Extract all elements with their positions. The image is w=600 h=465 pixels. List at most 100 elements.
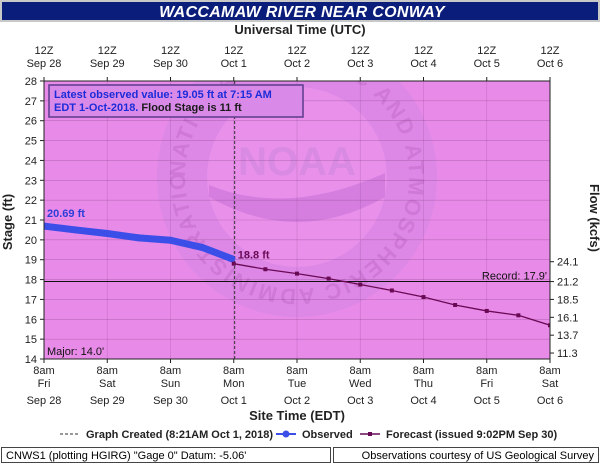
top-tick-hour: 12Z xyxy=(161,45,180,57)
info-line-2-flood: Flood Stage is 11 ft xyxy=(138,102,242,114)
bottom-tick-hour: 8am xyxy=(223,365,244,377)
bottom-tick-day: Mon xyxy=(223,378,244,390)
forecast-point xyxy=(453,302,458,307)
bottom-tick-hour: 8am xyxy=(97,365,118,377)
forecast-point xyxy=(358,282,363,287)
observed-point xyxy=(72,226,80,234)
top-tick-date: Oct 1 xyxy=(221,58,247,70)
top-tick-date: Oct 5 xyxy=(474,58,500,70)
bottom-tick-date: Sep 29 xyxy=(90,395,125,407)
legend: Graph Created (8:21AM Oct 1, 2018) Obser… xyxy=(60,429,558,441)
bottom-tick-date: Oct 5 xyxy=(474,395,500,407)
left-tick-label: 16 xyxy=(25,314,37,326)
data-source-credit: Observations courtesy of US Geological S… xyxy=(333,447,599,463)
top-tick-hour: 12Z xyxy=(224,45,243,57)
plot-frame xyxy=(43,80,551,360)
right-tick-label: 18.5 xyxy=(557,294,578,306)
latest-observation-box: Latest observed value: 19.05 ft at 7:15 … xyxy=(48,84,304,118)
forecast-point xyxy=(484,308,489,313)
noaa-logo-wave xyxy=(209,173,385,222)
grid xyxy=(43,80,551,360)
right-tick-label: 13.7 xyxy=(557,330,578,342)
bottom-tick-day: Wed xyxy=(349,378,371,390)
major-stage-label: Major: 14.0' xyxy=(47,346,104,358)
bottom-tick-hour: 8am xyxy=(286,365,307,377)
bottom-tick-date: Oct 3 xyxy=(347,395,373,407)
legend-observed-marker xyxy=(282,430,290,438)
left-tick-label: 19 xyxy=(25,255,37,267)
bottom-tick-day: Sun xyxy=(161,378,181,390)
left-tick-label: 18 xyxy=(25,275,37,287)
bottom-tick-day: Sat xyxy=(99,378,116,390)
left-tick-label: 17 xyxy=(25,294,37,306)
top-tick-hour: 12Z xyxy=(98,45,117,57)
bottom-tick-date: Oct 6 xyxy=(537,395,563,407)
chart-title: WACCAMAW RIVER NEAR CONWAY xyxy=(159,4,445,21)
top-tick-date: Oct 6 xyxy=(537,58,563,70)
bottom-tick-date: Sep 30 xyxy=(153,395,188,407)
top-tick-hour: 12Z xyxy=(541,45,560,57)
forecast-point xyxy=(580,327,584,331)
legend-forecast-marker xyxy=(368,432,372,436)
datum-info: CNWS1 (plotting HGIRG) "Gage 0" Datum: -… xyxy=(1,447,331,463)
top-axis-title: Universal Time (UTC) xyxy=(234,22,366,37)
hydrograph-chart: NOAANATIONAL OCEANIC AND ATMOSPHERIC ADM… xyxy=(0,45,600,441)
left-tick-label: 24 xyxy=(25,155,37,167)
bottom-tick-hour: 8am xyxy=(413,365,434,377)
bottom-tick-hour: 8am xyxy=(350,365,371,377)
y-left-title: Stage (ft) xyxy=(0,194,15,250)
left-tick-label: 22 xyxy=(25,195,37,207)
forecast-point xyxy=(516,313,521,318)
observed-point xyxy=(44,222,48,230)
top-tick-hour: 12Z xyxy=(35,45,54,57)
observed-point xyxy=(228,255,236,263)
right-tick-label: 16.1 xyxy=(557,312,578,324)
right-tick-label: 24.1 xyxy=(557,257,578,269)
right-tick-label: 21.2 xyxy=(557,277,578,289)
top-tick-hour: 12Z xyxy=(477,45,496,57)
forecast-point xyxy=(548,323,550,328)
observed-point xyxy=(198,243,206,251)
left-tick-label: 21 xyxy=(25,215,37,227)
bottom-tick-day: Tue xyxy=(288,378,307,390)
left-tick-label: 14 xyxy=(25,354,37,366)
left-axis: 14 15 16 17 18 19 20 21 22 23 24 25 26 27 28 xyxy=(25,76,44,366)
top-tick-date: Oct 2 xyxy=(284,58,310,70)
legend-created-label: Graph Created (8:21AM Oct 1, 2018) xyxy=(86,429,273,441)
footer-bar: CNWS1 (plotting HGIRG) "Gage 0" Datum: -… xyxy=(0,447,600,465)
bottom-tick-hour: 8am xyxy=(476,365,497,377)
forecast-point xyxy=(421,295,426,300)
top-tick-date: Sep 30 xyxy=(153,58,188,70)
bottom-tick-hour: 8am xyxy=(33,365,54,377)
top-tick-hour: 12Z xyxy=(414,45,433,57)
observed-point xyxy=(135,234,143,242)
y-right-title: Flow (kcfs) xyxy=(587,184,600,252)
legend-forecast-label: Forecast (issued 9:02PM Sep 30) xyxy=(386,429,558,441)
annotation-layer: 20.69 ft 18.8 ft Record: 17.9' Major: 14.0' xyxy=(47,208,547,358)
right-tick-label: 11.3 xyxy=(557,348,578,360)
left-tick-label: 26 xyxy=(25,116,37,128)
forecast-point xyxy=(326,276,331,281)
observed-value-label: 20.69 ft xyxy=(47,208,85,220)
right-axis: 11.3 13.7 16.1 18.5 21.2 24.1 xyxy=(550,257,578,360)
record-stage-label: Record: 17.9' xyxy=(482,271,547,283)
forecast-point xyxy=(295,271,299,276)
left-tick-label: 15 xyxy=(25,334,37,346)
info-line-1: Latest observed value: 19.05 ft at 7:15 … xyxy=(54,89,272,101)
noaa-logo-letters: NOAA xyxy=(238,140,356,184)
left-tick-label: 23 xyxy=(25,175,37,187)
legend-observed-label: Observed xyxy=(302,429,353,441)
left-tick-label: 28 xyxy=(25,76,37,88)
bottom-tick-date: Oct 2 xyxy=(284,395,310,407)
title-bar: WACCAMAW RIVER NEAR CONWAY xyxy=(0,0,600,22)
bottom-axis-title: Site Time (EDT) xyxy=(249,408,345,423)
noaa-logo-disc xyxy=(207,87,387,267)
bottom-tick-day: Fri xyxy=(38,378,51,390)
observed-point xyxy=(103,230,111,238)
bottom-tick-day: Thu xyxy=(414,378,433,390)
bottom-tick-date: Oct 4 xyxy=(410,395,436,407)
reference-lines xyxy=(44,81,550,359)
info-line-2: EDT 1-Oct-2018. Flood Stage is 11 ft xyxy=(54,102,242,114)
